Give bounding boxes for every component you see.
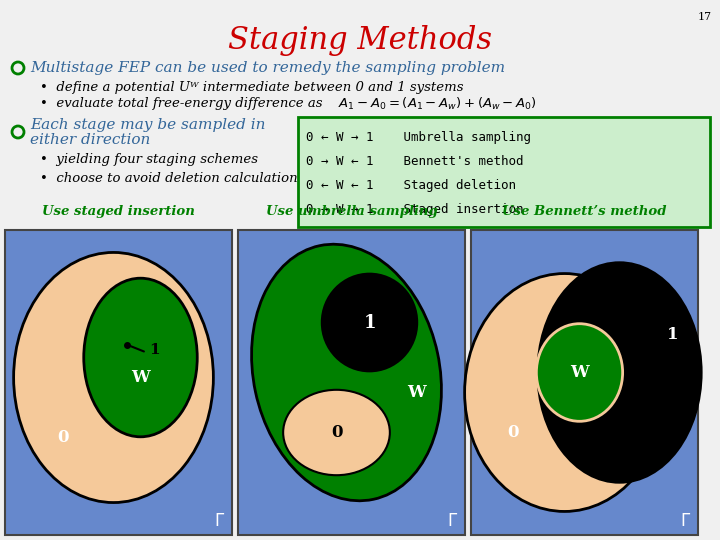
Text: 1: 1 — [364, 314, 376, 332]
FancyBboxPatch shape — [298, 117, 710, 227]
Ellipse shape — [84, 278, 197, 437]
Ellipse shape — [283, 390, 390, 475]
Text: $\Gamma$: $\Gamma$ — [680, 512, 691, 530]
Text: W: W — [570, 364, 589, 381]
Text: 0 ← W ← 1    Staged deletion: 0 ← W ← 1 Staged deletion — [306, 179, 516, 192]
Text: 0: 0 — [58, 429, 69, 446]
Text: 0: 0 — [330, 424, 342, 441]
Text: $\Gamma$: $\Gamma$ — [215, 512, 225, 530]
Text: Use staged insertion: Use staged insertion — [42, 205, 195, 218]
Text: Staging Methods: Staging Methods — [228, 25, 492, 56]
Ellipse shape — [251, 244, 441, 501]
Text: •  yielding four staging schemes: • yielding four staging schemes — [40, 152, 258, 165]
Text: 0 ← W → 1    Umbrella sampling: 0 ← W → 1 Umbrella sampling — [306, 131, 531, 144]
Text: 0: 0 — [507, 424, 518, 441]
Text: 1: 1 — [667, 326, 678, 343]
FancyBboxPatch shape — [238, 230, 465, 535]
Ellipse shape — [536, 323, 623, 421]
Text: •  evaluate total free-energy difference as: • evaluate total free-energy difference … — [40, 98, 323, 111]
Text: 1: 1 — [149, 343, 160, 357]
Text: 0 → W → 1    Staged insertion: 0 → W → 1 Staged insertion — [306, 203, 523, 216]
Ellipse shape — [14, 252, 213, 503]
Text: Use umbrella sampling: Use umbrella sampling — [266, 205, 437, 218]
Text: 0 → W ← 1    Bennett's method: 0 → W ← 1 Bennett's method — [306, 155, 523, 168]
FancyBboxPatch shape — [5, 230, 232, 535]
FancyBboxPatch shape — [471, 230, 698, 535]
Text: Each stage may be sampled in: Each stage may be sampled in — [30, 118, 266, 132]
Text: $\Gamma$: $\Gamma$ — [447, 512, 459, 530]
Text: W: W — [407, 384, 426, 401]
Text: Use Bennett’s method: Use Bennett’s method — [503, 205, 667, 218]
Ellipse shape — [538, 262, 701, 482]
Text: 17: 17 — [698, 12, 712, 22]
Text: W: W — [131, 369, 150, 386]
Text: •  define a potential Uᵂ intermediate between 0 and 1 systems: • define a potential Uᵂ intermediate bet… — [40, 80, 464, 93]
Ellipse shape — [322, 274, 417, 372]
Ellipse shape — [464, 274, 665, 511]
Text: Multistage FEP can be used to remedy the sampling problem: Multistage FEP can be used to remedy the… — [30, 61, 505, 75]
Text: $A_1 - A_0 = (A_1 - A_w) + (A_w - A_0)$: $A_1 - A_0 = (A_1 - A_w) + (A_w - A_0)$ — [338, 96, 537, 112]
Text: •  choose to avoid deletion calculation: • choose to avoid deletion calculation — [40, 172, 297, 185]
Text: either direction: either direction — [30, 133, 150, 147]
